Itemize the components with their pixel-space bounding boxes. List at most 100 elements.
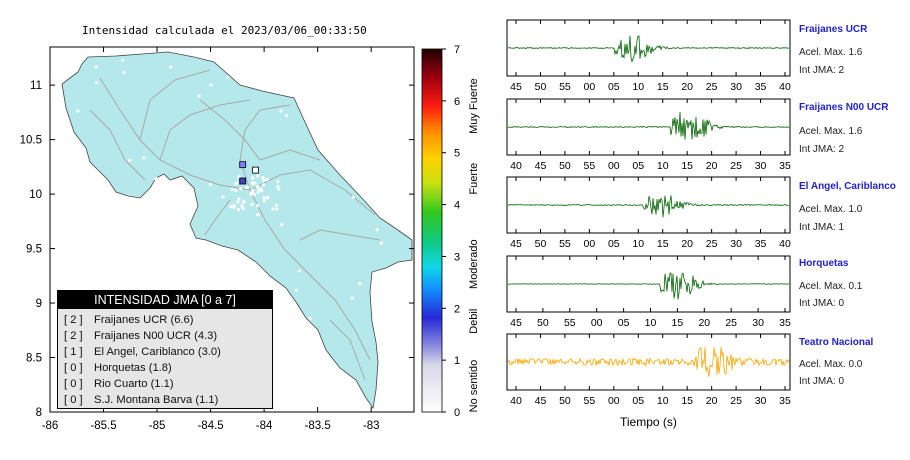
station-dot: [79, 186, 83, 190]
station-dot: [285, 114, 289, 118]
station-dot: [237, 197, 241, 201]
station-dot: [250, 188, 255, 192]
lon-tick-label: -85.5: [90, 420, 116, 432]
station-dot: [268, 86, 272, 91]
colorbar-tick-label: 4: [454, 200, 460, 212]
station-dot: [236, 200, 240, 204]
station-intensity: Int JMA: 0: [799, 298, 845, 309]
time-tick-label: 25: [730, 160, 742, 172]
lon-tick-label: -86: [42, 420, 59, 432]
station-dot: [320, 360, 324, 364]
station-dot: [280, 223, 284, 227]
map-title: Intensidad calculada el 2023/03/06_00:33…: [82, 24, 367, 37]
seismogram-panel: 45 50 55 00 05 10 15 20 25 30 35 40: [506, 176, 791, 250]
highlighted-station: [252, 166, 259, 174]
time-tick-label: 40: [779, 238, 791, 250]
legend-station: Rio Cuarto (1.1): [94, 378, 174, 390]
lon-tick-label: -84: [256, 420, 273, 432]
station-dot: [256, 213, 260, 217]
time-tick-label: 05: [632, 395, 644, 407]
time-tick-label: 15: [672, 317, 684, 329]
station-dot: [274, 203, 278, 207]
time-tick-label: 50: [559, 395, 571, 407]
station-dot: [237, 175, 241, 179]
time-tick-label: 20: [706, 395, 718, 407]
time-tick-label: 10: [632, 81, 644, 93]
time-tick-label: 35: [779, 395, 791, 407]
station-dot: [77, 256, 82, 260]
colorbar-tick-label: 3: [454, 251, 460, 263]
time-tick-label: 10: [657, 395, 669, 407]
legend-station: S.J. Montana Barva (1.1): [94, 394, 219, 406]
time-tick-label: 05: [632, 160, 644, 172]
lat-tick-label: 8.5: [26, 353, 42, 365]
station-dot: [262, 196, 266, 200]
time-tick-label: 15: [681, 395, 693, 407]
station-dot: [226, 75, 230, 79]
time-tick-label: 20: [681, 81, 693, 93]
waveform-trace: [507, 272, 790, 300]
lat-tick-label: 10: [29, 189, 42, 201]
time-tick-label: 30: [730, 81, 742, 93]
station-dot: [252, 193, 257, 197]
time-tick-label: 30: [755, 395, 767, 407]
station-dot: [234, 188, 238, 193]
lat-tick-label: 9: [36, 298, 42, 310]
station-intensity: Int JMA: 2: [799, 144, 845, 155]
station-dot: [76, 109, 80, 113]
station-dot: [350, 296, 354, 300]
legend-item: [ 1 ] El Angel, Cariblanco (3.0): [64, 344, 272, 360]
costa-rica-land: [61, 51, 413, 410]
station-intensity: Int JMA: 0: [799, 376, 845, 387]
station-dot: [250, 176, 255, 180]
time-tick-label: 30: [755, 160, 767, 172]
station-dot: [235, 181, 239, 185]
colorbar-tick-label: 0: [454, 407, 460, 419]
time-tick-label: 45: [535, 160, 547, 172]
time-tick-label: 35: [755, 238, 767, 250]
station-dot: [260, 188, 264, 193]
time-tick-label: 15: [657, 81, 669, 93]
station-dot: [276, 180, 280, 184]
panel-frame: [506, 98, 791, 156]
station-dot: [351, 195, 356, 199]
station-dot: [236, 207, 241, 212]
station-dot: [169, 65, 173, 69]
time-tick-label: 25: [706, 81, 718, 93]
station-accel: Acel. Max. 1.0: [799, 204, 863, 215]
colorbar-ticks: 0 1 2 3 4 5 6 7: [442, 44, 460, 419]
time-tick-label: 50: [535, 238, 547, 250]
lon-tick-label: -84.5: [197, 420, 223, 432]
station-dot: [262, 199, 266, 203]
station-dot: [232, 205, 236, 210]
station-dot: [279, 345, 283, 349]
lat-tick-label: 9.5: [26, 244, 42, 256]
lat-tick-label: 11: [30, 80, 42, 92]
station-dot: [127, 275, 131, 279]
time-tick-label: 25: [730, 395, 742, 407]
legend-level: [ 0 ]: [64, 394, 83, 406]
station-dot: [297, 269, 302, 273]
time-tick-label: 20: [681, 238, 693, 250]
legend-level: [ 2 ]: [64, 314, 83, 326]
time-tick-label: 50: [537, 317, 549, 329]
panel-frame: [506, 19, 791, 77]
lon-tick-label: -83.5: [305, 420, 331, 432]
station-dot: [128, 158, 132, 162]
station-name: Fraijanes UCR: [799, 24, 868, 35]
station-dot: [154, 177, 158, 181]
legend-item: [ 0 ] S.J. Montana Barva (1.1): [64, 392, 272, 408]
colorbar-tick-label: 7: [454, 44, 460, 56]
station-dot: [294, 288, 298, 292]
colorbar-label: No sentido: [468, 360, 480, 413]
time-tick-label: 40: [510, 395, 522, 407]
time-tick-label: 55: [559, 238, 571, 250]
station-dot: [355, 145, 359, 149]
seismogram-panel: 45 50 55 00 05 10 15 20 25 30 35 40: [506, 19, 791, 93]
time-tick-label: 25: [725, 317, 737, 329]
station-dot: [261, 176, 265, 180]
legend-level: [ 0 ]: [64, 362, 83, 374]
time-tick-label: 50: [535, 81, 547, 93]
time-tick-label: 10: [657, 160, 669, 172]
legend-item: [ 0 ] Horquetas (1.8): [64, 360, 272, 376]
